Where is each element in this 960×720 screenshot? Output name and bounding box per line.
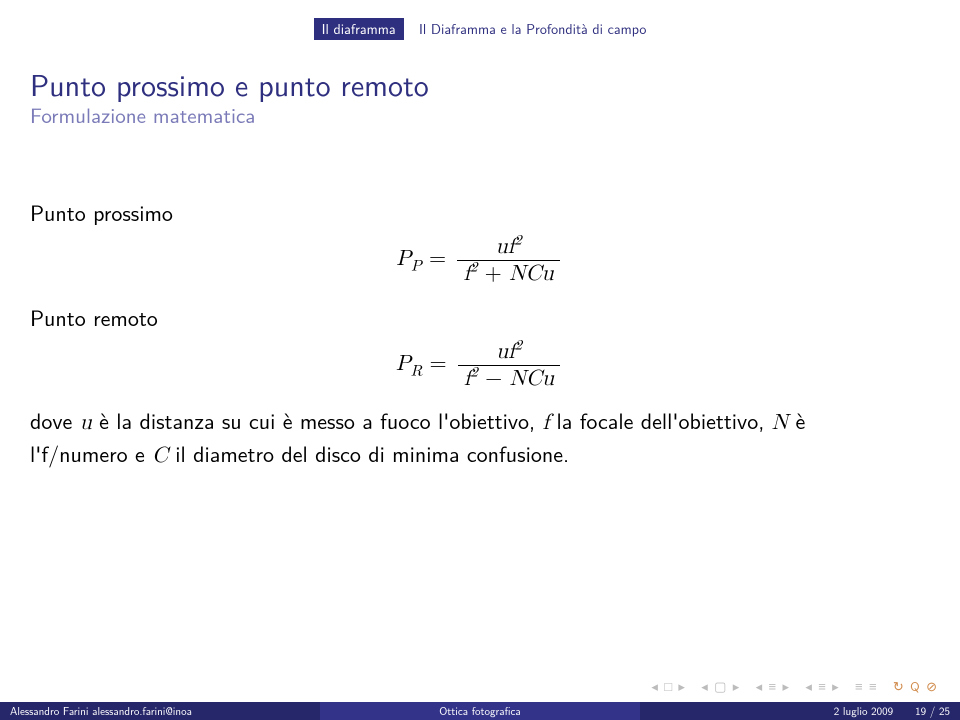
body-text: dove u è la distanza su cui è messo a fu… <box>30 406 810 471</box>
nav-slide-icon[interactable]: □ <box>664 677 673 696</box>
nav-prev-frame-icon[interactable]: ◂ <box>701 677 709 696</box>
header-subsection: Il Diaframma e la Profondità di campo <box>419 19 646 39</box>
nav-next-frame-icon[interactable]: ▸ <box>733 677 741 696</box>
label-punto-remoto: Punto remoto <box>30 301 930 333</box>
label-punto-prossimo: Punto prossimo <box>30 196 930 228</box>
header-section: Il diaframma <box>314 18 404 40</box>
nav-end-icon[interactable]: ≡ <box>869 677 878 696</box>
beamer-nav: ◂ □ ▸ ◂ ▢ ▸ ◂ ≡ ▸ ◂ ≡ ▸ ≡ ≡ ↻ Q ⊘ <box>641 677 938 696</box>
slide-subtitle: Formulazione matematica <box>30 100 255 130</box>
nav-close-icon[interactable]: ⊘ <box>926 677 938 696</box>
equation-pr: PR = uf2 f2 − NCu <box>30 339 930 392</box>
slide-content: Punto prossimo PP = uf2 f2 + NCu Punto r… <box>30 196 930 471</box>
nav-subsection-icon[interactable]: ≡ <box>769 677 778 696</box>
nav-prev-section-icon[interactable]: ◂ <box>805 677 813 696</box>
nav-prev-subsection-icon[interactable]: ◂ <box>756 677 764 696</box>
footer-date: 2 luglio 2009 19 / 25 <box>640 702 960 720</box>
nav-next-slide-icon[interactable]: ▸ <box>678 677 686 696</box>
nav-section-icon[interactable]: ≡ <box>818 677 827 696</box>
nav-search-icon[interactable]: Q <box>910 677 921 696</box>
slide-header: Il diaframma Il Diaframma e la Profondit… <box>0 16 960 40</box>
footer-page: 19 / 25 <box>915 703 950 719</box>
footer-author: Alessandro Farini alessandro.farini@inoa <box>0 702 320 720</box>
nav-replay-icon[interactable]: ↻ <box>893 677 905 696</box>
nav-next-section-icon[interactable]: ▸ <box>832 677 840 696</box>
nav-prev-slide-icon[interactable]: ◂ <box>651 677 659 696</box>
footer-title: Ottica fotografica <box>320 702 640 720</box>
equation-pp: PP = uf2 f2 + NCu <box>30 234 930 287</box>
slide-footer: Alessandro Farini alessandro.farini@inoa… <box>0 702 960 720</box>
nav-next-subsection-icon[interactable]: ▸ <box>782 677 790 696</box>
nav-home-icon[interactable]: ≡ <box>855 677 864 696</box>
nav-frame-icon[interactable]: ▢ <box>714 677 727 696</box>
